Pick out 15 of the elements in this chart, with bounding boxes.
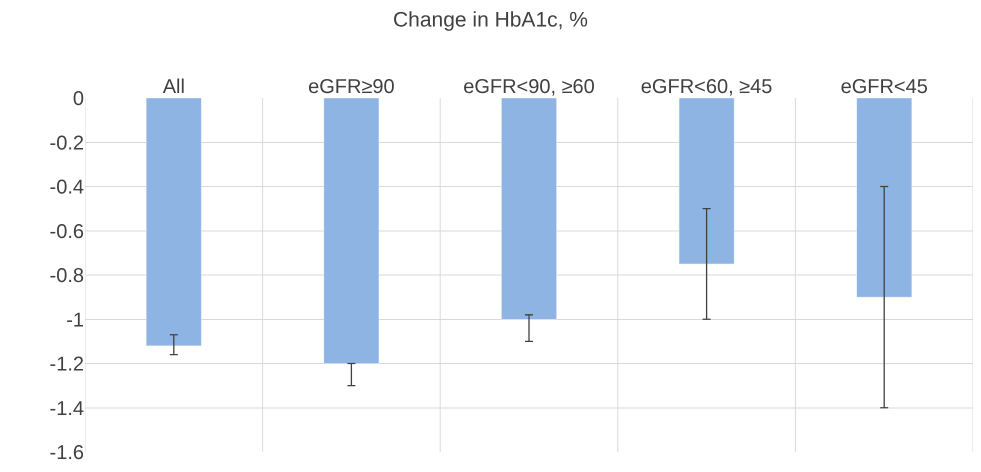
y-tick-label: -0.6 bbox=[50, 220, 84, 243]
y-tick-label: -1.2 bbox=[50, 354, 84, 376]
x-tick-label: eGFR<90, ≥60 bbox=[463, 76, 595, 98]
x-tick-label: eGFR≥90 bbox=[308, 76, 395, 98]
y-tick-label: -1 bbox=[66, 309, 84, 332]
x-tick-label: eGFR<60, ≥45 bbox=[640, 76, 772, 98]
y-tick-label: -0.8 bbox=[50, 265, 84, 287]
x-tick-label: All bbox=[162, 76, 185, 98]
y-tick-label: -1.6 bbox=[50, 442, 84, 464]
x-tick-label: eGFR<45 bbox=[840, 76, 928, 98]
y-tick-label: -0.2 bbox=[50, 132, 84, 154]
y-tick-label: -1.4 bbox=[50, 398, 84, 420]
y-tick-label: 0 bbox=[72, 88, 84, 110]
chart-title: Change in HbA1c, % bbox=[393, 8, 588, 32]
y-tick-label: -0.4 bbox=[50, 176, 84, 198]
